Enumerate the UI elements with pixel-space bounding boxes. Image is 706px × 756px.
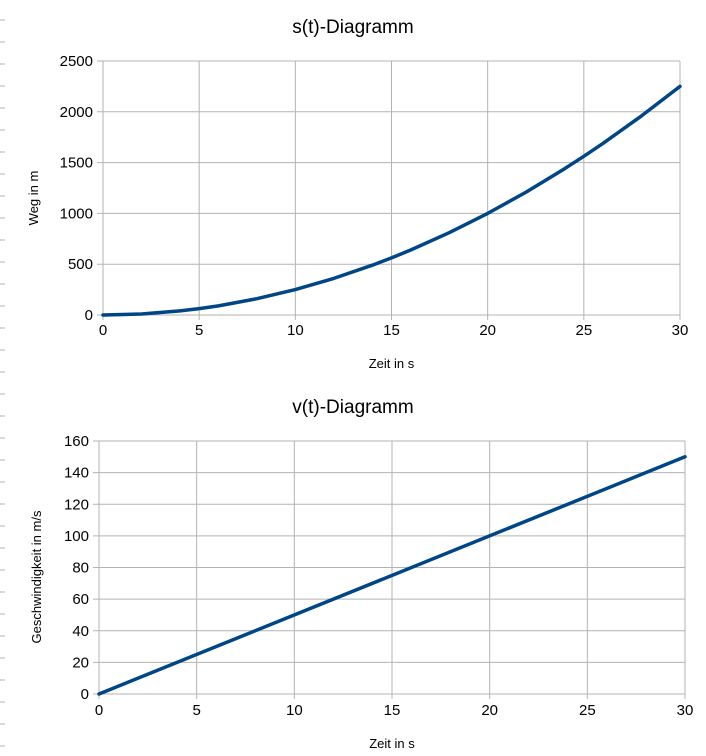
y-tick-label: 100 (64, 528, 89, 545)
y-axis-label: Geschwindigkeit in m/s (29, 510, 44, 643)
x-tick-label: 25 (579, 702, 596, 719)
y-tick-label: 1000 (60, 205, 93, 222)
x-tick-label: 20 (481, 702, 498, 719)
x-tick-label: 25 (575, 322, 592, 339)
x-tick-label: 30 (672, 322, 689, 339)
chart-title: s(t)-Diagramm (292, 17, 414, 38)
y-tick-label: 0 (85, 307, 93, 324)
x-tick-label: 5 (195, 322, 203, 339)
x-tick-label: 0 (99, 322, 107, 339)
left-margin-marks (0, 0, 6, 756)
s-t-plot: 0 5 10 15 20 25 30 0 500 1000 1500 2000 2500 Zeit in … (26, 53, 689, 371)
x-tick-label: 15 (383, 322, 400, 339)
y-tick-label: 20 (72, 654, 89, 671)
v-t-plot: 0 5 10 15 20 25 30 0 20 40 60 80 100 120 140 160 Zeit in… (29, 433, 694, 751)
x-tick-label: 15 (384, 702, 401, 719)
series-line (101, 84, 682, 317)
series-line (97, 455, 687, 696)
x-axis-label: Zeit in s (369, 736, 415, 751)
y-tick-label: 2000 (60, 104, 93, 121)
v-t-chart: v(t)-Diagramm 0 5 10 15 20 25 30 0 20 40 60 80 100 12… (0, 380, 706, 756)
x-tick-label: 20 (479, 322, 496, 339)
x-tick-label: 10 (287, 322, 304, 339)
x-tick-label: 10 (286, 702, 303, 719)
x-axis-label: Zeit in s (369, 356, 415, 371)
x-tick-label: 5 (192, 702, 200, 719)
y-tick-label: 0 (81, 686, 89, 703)
y-tick-label: 1500 (60, 155, 93, 172)
y-tick-label: 120 (64, 496, 89, 513)
y-tick-label: 140 (64, 465, 89, 482)
y-tick-label: 500 (68, 256, 93, 273)
x-tick-label: 0 (95, 702, 103, 719)
y-tick-label: 60 (72, 591, 89, 608)
y-axis-label: Weg in m (26, 171, 41, 226)
x-tick-label: 30 (677, 702, 694, 719)
s-t-chart: s(t)-Diagramm 0 5 10 15 20 25 30 0 500 1000 1500 20… (26, 17, 689, 371)
chart-title: v(t)-Diagramm (292, 397, 414, 418)
y-tick-label: 40 (72, 623, 89, 640)
y-tick-label: 2500 (60, 53, 93, 70)
y-tick-label: 160 (64, 433, 89, 450)
y-tick-label: 80 (72, 560, 89, 577)
